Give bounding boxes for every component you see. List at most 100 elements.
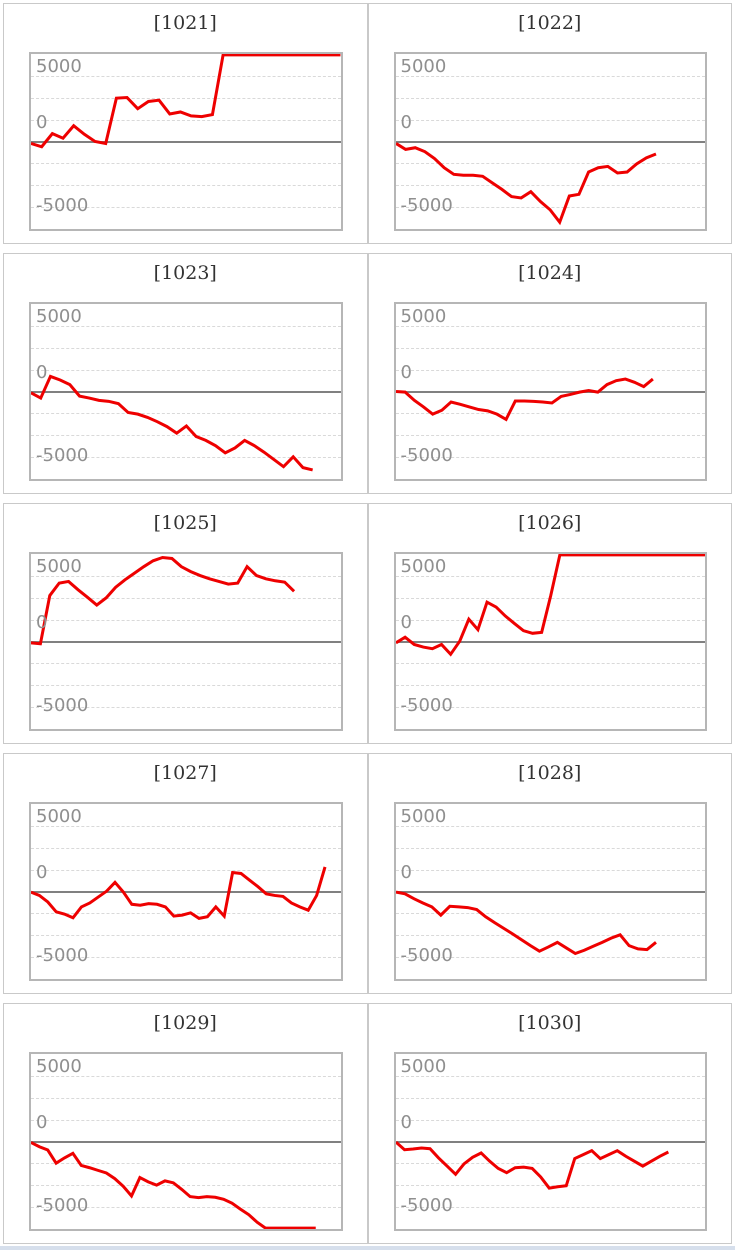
series-polyline <box>31 867 325 919</box>
gridline <box>31 119 341 121</box>
gridline <box>31 825 341 827</box>
gridline <box>31 1075 341 1077</box>
gridline <box>31 935 341 937</box>
chart-title: [1027] <box>153 762 217 784</box>
chart-plot: 5000 0 -5000 <box>29 552 343 731</box>
line-series-svg <box>31 554 341 729</box>
chart-plot: 5000 0 -5000 <box>29 52 343 231</box>
chart-tile: [1021] 5000 0 -5000 <box>3 3 368 244</box>
gridline <box>31 957 341 959</box>
y-axis-label-neg5000: -5000 <box>36 695 89 716</box>
y-axis-label-neg5000: -5000 <box>400 695 453 716</box>
gridline <box>31 413 341 415</box>
gridline <box>31 1097 341 1099</box>
chart-plot: 5000 0 -5000 <box>29 1052 343 1231</box>
y-axis-label-0: 0 <box>400 612 412 633</box>
gridline <box>31 1185 341 1187</box>
y-axis-label-neg5000: -5000 <box>400 195 453 216</box>
gridline <box>395 325 705 327</box>
gridline <box>395 435 705 437</box>
line-series-svg <box>31 54 341 229</box>
zero-line <box>31 890 341 893</box>
gridline <box>31 207 341 209</box>
gridline <box>31 347 341 349</box>
gridline <box>31 325 341 327</box>
gridline <box>31 457 341 459</box>
y-axis-label-neg5000: -5000 <box>36 195 89 216</box>
chart-plot: 5000 0 -5000 <box>393 52 707 231</box>
gridline <box>395 619 705 621</box>
gridline <box>395 369 705 371</box>
gridline <box>395 347 705 349</box>
series-polyline <box>396 143 656 222</box>
chart-tile: [1026] 5000 0 -5000 <box>367 503 732 744</box>
chart-tile: [1022] 5000 0 -5000 <box>367 3 732 244</box>
chart-tile: [1025] 5000 0 -5000 <box>3 503 368 744</box>
bottom-edge-bar <box>0 1246 735 1250</box>
gridline <box>395 97 705 99</box>
line-series-svg <box>396 804 706 979</box>
line-series-svg <box>396 554 706 729</box>
line-series-svg <box>396 1054 706 1229</box>
y-axis-label-5000: 5000 <box>400 56 447 77</box>
gridline <box>31 185 341 187</box>
chart-title: [1030] <box>518 1012 582 1034</box>
series-polyline <box>396 379 653 419</box>
chart-tile: [1027] 5000 0 -5000 <box>3 753 368 994</box>
gridline <box>395 1207 705 1209</box>
gridline <box>31 619 341 621</box>
gridline <box>31 847 341 849</box>
gridline <box>395 935 705 937</box>
gridline <box>31 1207 341 1209</box>
chart-tile: [1023] 5000 0 -5000 <box>3 253 368 494</box>
gridline <box>31 707 341 709</box>
zero-line <box>395 1140 705 1143</box>
gridline <box>31 663 341 665</box>
series-polyline <box>396 892 656 953</box>
y-axis-label-0: 0 <box>36 862 48 883</box>
gridline <box>395 685 705 687</box>
zero-line <box>395 390 705 393</box>
gridline <box>395 119 705 121</box>
chart-title: [1025] <box>153 512 217 534</box>
chart-title: [1028] <box>518 762 582 784</box>
y-axis-label-neg5000: -5000 <box>36 945 89 966</box>
chart-tile: [1024] 5000 0 -5000 <box>367 253 732 494</box>
zero-line <box>31 640 341 643</box>
gridline <box>395 825 705 827</box>
gridline <box>395 207 705 209</box>
series-polyline <box>396 555 706 654</box>
y-axis-label-5000: 5000 <box>400 556 447 577</box>
chart-title: [1029] <box>153 1012 217 1034</box>
gridline <box>395 1163 705 1165</box>
gridline <box>31 75 341 77</box>
chart-plot: 5000 0 -5000 <box>29 802 343 981</box>
gridline <box>395 707 705 709</box>
gridline <box>31 597 341 599</box>
gridline <box>31 369 341 371</box>
y-axis-label-5000: 5000 <box>400 306 447 327</box>
gridline <box>395 869 705 871</box>
gridline <box>395 1119 705 1121</box>
gridline <box>395 913 705 915</box>
y-axis-label-neg5000: -5000 <box>36 445 89 466</box>
zero-line <box>31 1140 341 1143</box>
gridline <box>31 435 341 437</box>
gridline <box>395 957 705 959</box>
y-axis-label-0: 0 <box>400 362 412 383</box>
y-axis-label-0: 0 <box>36 612 48 633</box>
chart-title: [1022] <box>518 12 582 34</box>
line-series-svg <box>396 304 706 479</box>
gridline <box>31 575 341 577</box>
chart-plot: 5000 0 -5000 <box>393 552 707 731</box>
gridline <box>31 163 341 165</box>
chart-title: [1023] <box>153 262 217 284</box>
gridline <box>395 663 705 665</box>
line-series-svg <box>31 304 341 479</box>
chart-plot: 5000 0 -5000 <box>393 1052 707 1231</box>
gridline <box>31 685 341 687</box>
chart-title: [1024] <box>518 262 582 284</box>
zero-line <box>395 140 705 143</box>
zero-line <box>31 140 341 143</box>
series-polyline <box>31 376 313 470</box>
